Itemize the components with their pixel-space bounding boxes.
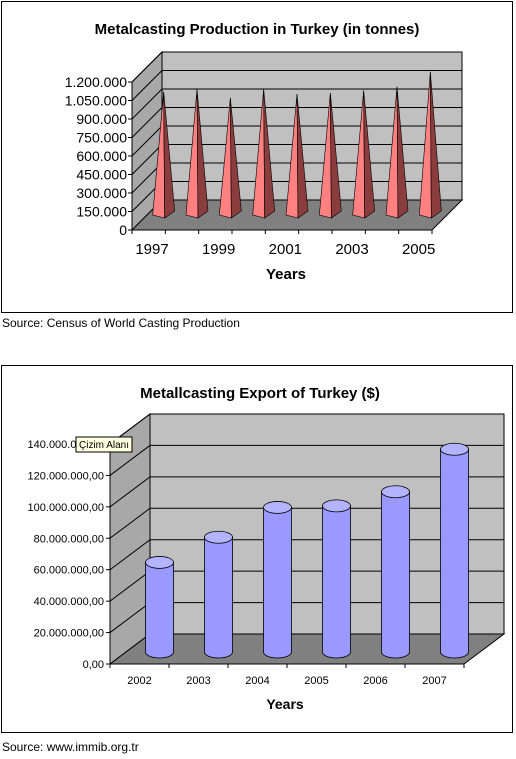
export-cylinder-body [322, 505, 351, 659]
export-cylinder-body [381, 491, 410, 659]
export-y-tick-label: 120.000.000,00 [28, 470, 104, 482]
production-x-tick-label: 2005 [402, 241, 435, 258]
export-y-tick-label: 0,00 [83, 659, 104, 671]
export-cylinder-bar [263, 501, 292, 659]
export-cylinder-top [263, 501, 292, 514]
export-cylinder-body [145, 562, 174, 659]
export-x-tick-label: 2002 [127, 675, 151, 687]
production-x-tick-label: 1997 [135, 241, 168, 258]
production-y-tick-label: 1.050.000 [65, 93, 127, 109]
production-x-axis-label: Years [266, 266, 306, 283]
production-cone-side [163, 91, 175, 219]
production-cone-side [296, 94, 309, 219]
production-source-note: Source: Census of World Casting Producti… [2, 316, 240, 330]
production-chart-title: Metalcasting Production in Turkey (in to… [95, 21, 420, 38]
production-cone-side [330, 92, 342, 219]
export-y-tick-label: 100.000.000,00 [28, 502, 104, 514]
production-cone-side [263, 89, 275, 219]
production-y-tick-label: 750.000 [76, 130, 127, 146]
production-x-tick-label: 1999 [202, 241, 235, 258]
export-cylinder-body [440, 448, 469, 659]
production-gridline [131, 88, 462, 120]
export-source-note: Source: www.immib.org.tr [2, 740, 139, 754]
production-y-tick-label: 600.000 [76, 148, 127, 164]
plot-area-tooltip-box [75, 436, 133, 453]
production-chart-panel: Metalcasting Production in Turkey (in to… [1, 1, 513, 313]
export-x-tick-label: 2006 [363, 675, 387, 687]
export-cylinder-bar [204, 530, 233, 659]
export-cylinder-bar [440, 442, 469, 659]
export-cylinder-body [263, 507, 292, 659]
export-x-tick-label: 2003 [186, 675, 210, 687]
production-x-tick-label: 2003 [335, 241, 368, 258]
export-cylinder-body [204, 536, 233, 659]
export-y-tick-label: 20.000.000,00 [34, 628, 104, 640]
production-y-tick-label: 300.000 [76, 185, 127, 201]
export-chart: Metallcasting Export of Turkey ($) Years… [28, 385, 506, 712]
export-y-tick-label: 60.000.000,00 [34, 565, 104, 577]
export-y-tick-label: 80.000.000,00 [34, 533, 104, 545]
export-cylinder-top [204, 530, 233, 544]
plot-area-tooltip-label: Çizim Alanı [79, 440, 129, 451]
export-chart-title: Metallcasting Export of Turkey ($) [140, 385, 380, 402]
export-y-tick-label: 40.000.000,00 [34, 596, 104, 608]
export-cylinder-top [381, 485, 410, 499]
export-x-tick-label: 2007 [422, 675, 446, 687]
export-cylinder-top [440, 442, 469, 456]
production-y-tick-label: 450.000 [76, 167, 127, 183]
export-x-tick-label: 2005 [304, 675, 328, 687]
export-gridline [109, 476, 504, 508]
export-gridline [109, 413, 504, 445]
export-x-axis-label: Years [266, 696, 304, 712]
production-x-tick-label: 2001 [269, 241, 302, 258]
production-cone-side [196, 89, 209, 219]
export-cylinder-top [322, 499, 351, 513]
plot-area-tooltip: Çizim Alanı [75, 436, 133, 453]
production-y-tick-label: 150.000 [76, 204, 127, 220]
production-gridline [131, 70, 462, 101]
production-cone-side [230, 97, 242, 219]
production-cone-side [396, 86, 409, 219]
export-cylinder-bar [381, 485, 410, 659]
production-y-tick-label: 1.200.000 [65, 74, 127, 90]
export-cylinder-top [145, 556, 174, 569]
production-gridline [131, 51, 462, 83]
production-y-tick-label: 0 [119, 222, 127, 238]
export-chart-panel: Metallcasting Export of Turkey ($) Years… [1, 365, 513, 733]
export-cylinder-bar [145, 556, 174, 659]
export-x-tick-label: 2004 [245, 675, 269, 687]
production-y-tick-label: 900.000 [76, 111, 127, 127]
production-chart: Metalcasting Production in Turkey (in to… [65, 21, 464, 283]
production-cone-side [430, 71, 442, 219]
export-gridline [109, 444, 504, 476]
production-cone-side [363, 90, 375, 219]
export-cylinder-bar [322, 499, 351, 659]
